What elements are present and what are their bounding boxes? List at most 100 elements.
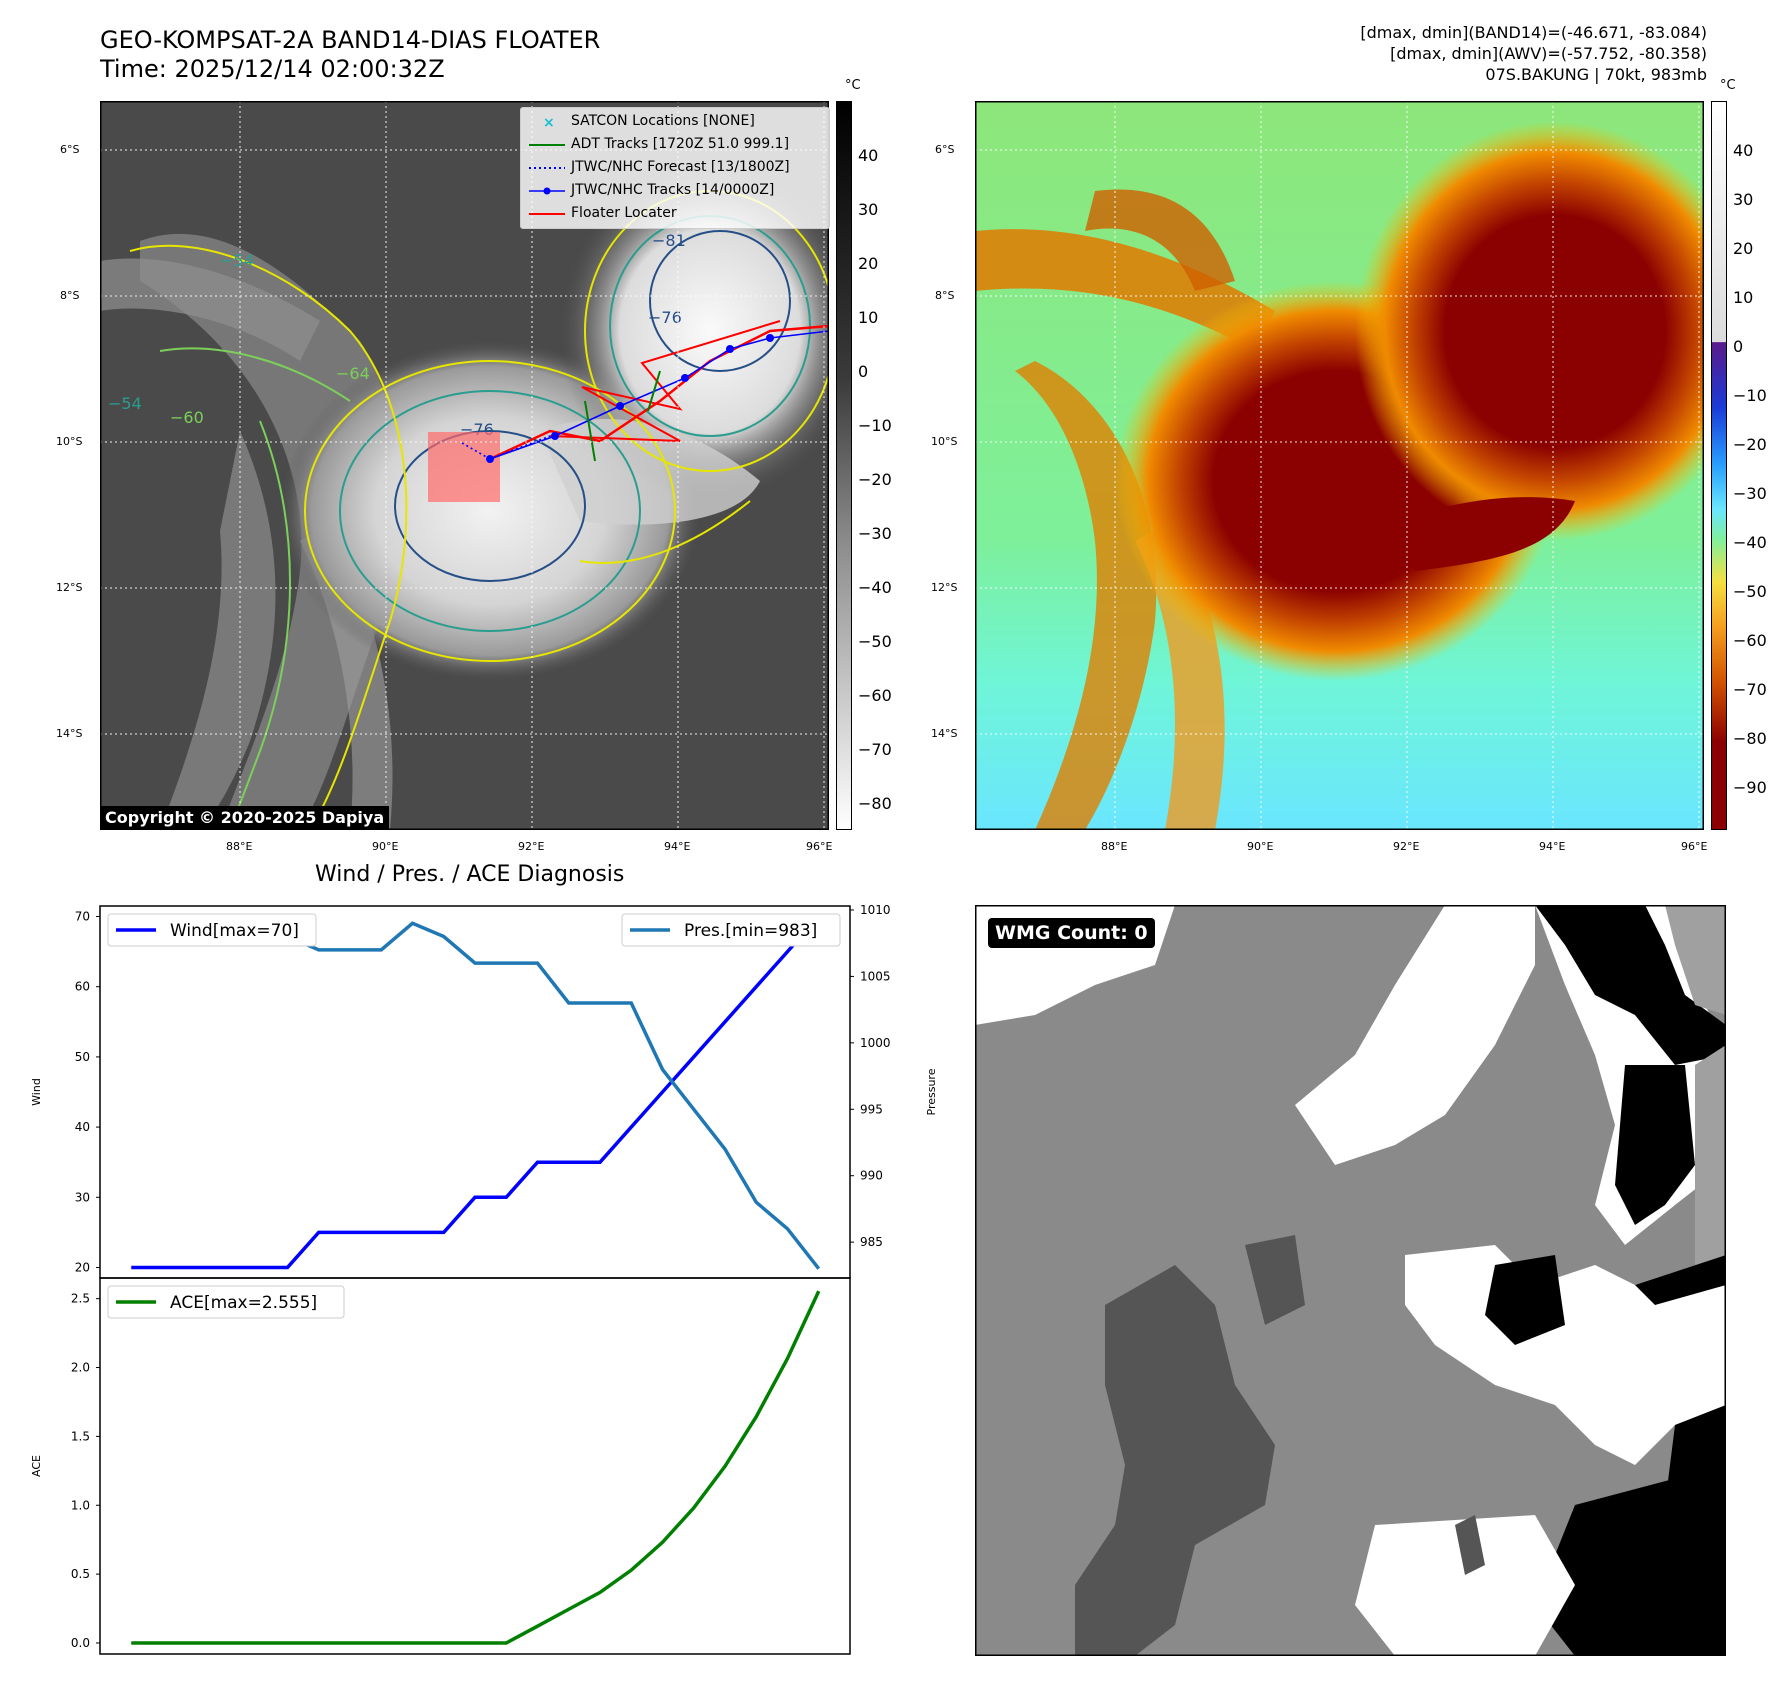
y-tick-label: 0.0 bbox=[71, 1636, 90, 1650]
ir-colorbar-unit: °C bbox=[845, 78, 861, 93]
lon-label: 88°E bbox=[226, 840, 253, 853]
cb-tick: −10 bbox=[1733, 386, 1767, 405]
copyright-label: Copyright © 2020-2025 Dapiya bbox=[100, 806, 390, 829]
lat-label: 14°S bbox=[56, 727, 83, 740]
y-tick-label: 2.0 bbox=[71, 1361, 90, 1375]
wmg-count-label: WMG Count: 0 bbox=[988, 918, 1155, 948]
stats-band14: [dmax, dmin](BAND14)=(-46.671, -83.084) bbox=[1360, 23, 1707, 42]
y-tick-label: 30 bbox=[75, 1190, 90, 1204]
wind-line bbox=[131, 915, 821, 1270]
lat-label: 6°S bbox=[60, 143, 80, 156]
line-marker-icon bbox=[529, 187, 565, 195]
y2-tick-label: 1010 bbox=[860, 903, 891, 917]
contour-label: −76 bbox=[648, 308, 682, 327]
legend-label: ADT Tracks [1720Z 51.0 999.1] bbox=[571, 136, 790, 152]
cb-tick: −20 bbox=[858, 470, 892, 489]
lat-label: 12°S bbox=[931, 581, 958, 594]
awv-cloud-bands bbox=[975, 121, 1704, 830]
legend-label: Floater Locater bbox=[571, 205, 677, 221]
y-tick-label: 1.5 bbox=[71, 1429, 90, 1443]
cb-tick: 30 bbox=[1733, 190, 1754, 209]
contour-label: −64 bbox=[336, 364, 370, 383]
y-tick-label: 40 bbox=[75, 1120, 90, 1134]
legend-pressure-box bbox=[621, 913, 841, 947]
stats-awv: [dmax, dmin](AWV)=(-57.752, -80.358) bbox=[1390, 44, 1707, 63]
lon-label: 90°E bbox=[1247, 840, 1274, 853]
awv-colorbar-unit: °C bbox=[1720, 78, 1736, 93]
ir-legend: × SATCON Locations [NONE] ADT Tracks [17… bbox=[520, 107, 830, 229]
awv-map bbox=[975, 101, 1704, 830]
y2-tick-label: 1000 bbox=[860, 1036, 891, 1050]
lat-label: 12°S bbox=[56, 581, 83, 594]
line-swatch-icon bbox=[529, 144, 565, 146]
lat-label: 10°S bbox=[56, 435, 83, 448]
legend-ace-label: ACE[max=2.555] bbox=[170, 1293, 317, 1313]
cb-tick: −30 bbox=[1733, 484, 1767, 503]
cb-tick: 20 bbox=[1733, 239, 1754, 258]
cb-tick: −10 bbox=[858, 416, 892, 435]
cb-tick: −60 bbox=[1733, 631, 1767, 650]
dotted-line-icon bbox=[529, 167, 565, 169]
lat-label: 8°S bbox=[935, 289, 955, 302]
cb-tick: −90 bbox=[1733, 778, 1767, 797]
lon-label: 90°E bbox=[372, 840, 399, 853]
cb-tick: −50 bbox=[858, 632, 892, 651]
stats-storm: 07S.BAKUNG | 70kt, 983mb bbox=[1485, 65, 1707, 84]
lon-label: 96°E bbox=[1681, 840, 1708, 853]
lat-label: 14°S bbox=[931, 727, 958, 740]
track-point bbox=[551, 432, 559, 440]
ir-contours bbox=[129, 190, 829, 830]
track-point bbox=[726, 345, 734, 353]
cb-tick: −30 bbox=[858, 524, 892, 543]
lat-label: 10°S bbox=[931, 435, 958, 448]
ace-line bbox=[131, 1290, 821, 1645]
lat-label: 8°S bbox=[60, 289, 80, 302]
cb-tick: −50 bbox=[1733, 582, 1767, 601]
ir-colorbar bbox=[836, 101, 852, 830]
y2-tick-label: 990 bbox=[860, 1169, 883, 1183]
lon-label: 94°E bbox=[1539, 840, 1566, 853]
cb-tick: −40 bbox=[1733, 533, 1767, 552]
track-point bbox=[616, 402, 624, 410]
title-time: Time: 2025/12/14 02:00:32Z bbox=[100, 55, 445, 83]
svg-text:×: × bbox=[543, 116, 555, 128]
diagnosis-title: Wind / Pres. / ACE Diagnosis bbox=[315, 862, 625, 887]
legend-label: JTWC/NHC Tracks [14/0000Z] bbox=[571, 182, 775, 198]
contour-label: −81 bbox=[652, 231, 686, 250]
contour-label: −54 bbox=[220, 251, 254, 270]
y-tick-label: 50 bbox=[75, 1050, 90, 1064]
y-tick-label: 1.0 bbox=[71, 1498, 90, 1512]
cb-tick: −80 bbox=[858, 794, 892, 813]
cb-tick: 10 bbox=[858, 308, 879, 327]
track-point bbox=[486, 455, 494, 463]
legend-wind-label: Wind[max=70] bbox=[170, 921, 299, 941]
legend-pressure-label: Pres.[min=983] bbox=[684, 921, 817, 941]
floater-box bbox=[428, 432, 500, 502]
lon-label: 92°E bbox=[518, 840, 545, 853]
track-point bbox=[681, 374, 689, 382]
cb-tick: 10 bbox=[1733, 288, 1754, 307]
cb-tick: 30 bbox=[858, 200, 879, 219]
y-tick-label: 60 bbox=[75, 980, 90, 994]
cb-tick: −80 bbox=[1733, 729, 1767, 748]
y2-tick-label: 985 bbox=[860, 1235, 883, 1249]
cb-tick: 0 bbox=[858, 362, 869, 381]
y-tick-label: 70 bbox=[75, 910, 90, 924]
cb-tick: 0 bbox=[1733, 337, 1744, 356]
y-axis-label: Wind bbox=[30, 1078, 43, 1106]
track-points bbox=[486, 334, 774, 463]
ir-cloud-bands bbox=[100, 161, 829, 830]
legend-label: SATCON Locations [NONE] bbox=[571, 113, 755, 129]
y2-tick-label: 995 bbox=[860, 1102, 883, 1116]
lat-label: 6°S bbox=[935, 143, 955, 156]
title-satellite: GEO-KOMPSAT-2A BAND14-DIAS FLOATER bbox=[100, 26, 601, 54]
x-marker-icon: × bbox=[543, 116, 555, 128]
cb-tick: 40 bbox=[858, 146, 879, 165]
lon-label: 92°E bbox=[1393, 840, 1420, 853]
cb-tick: −60 bbox=[858, 686, 892, 705]
y-tick-label: 2.5 bbox=[71, 1292, 90, 1306]
y-tick-label: 20 bbox=[75, 1260, 90, 1274]
lon-label: 94°E bbox=[664, 840, 691, 853]
y-axis-label: ACE bbox=[30, 1455, 43, 1477]
contour-label: −54 bbox=[108, 394, 142, 413]
